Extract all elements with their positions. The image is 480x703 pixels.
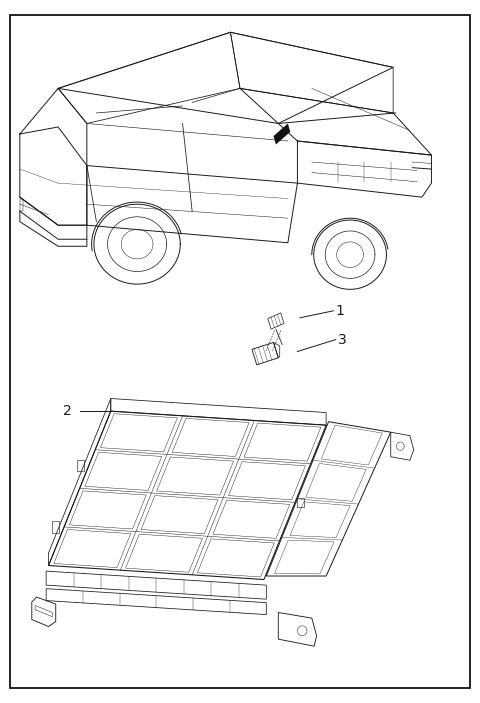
Text: 2: 2 xyxy=(63,404,72,418)
Text: 3: 3 xyxy=(338,333,347,347)
Bar xyxy=(20,198,23,211)
Polygon shape xyxy=(274,124,290,145)
Text: 1: 1 xyxy=(336,304,345,318)
